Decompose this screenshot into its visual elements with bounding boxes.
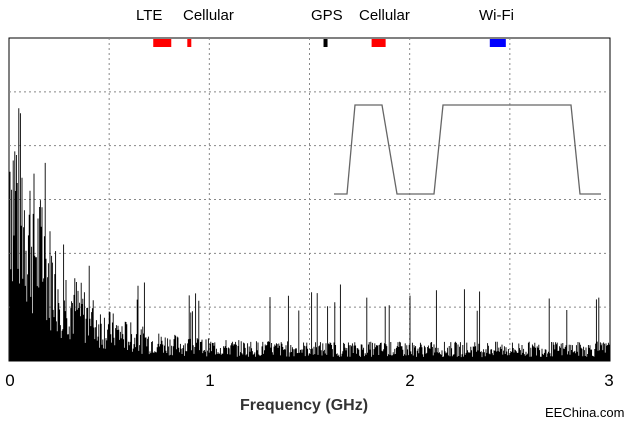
x-tick-label: 0 (5, 371, 15, 390)
band-marker (323, 39, 328, 47)
band-label-lte: LTE (136, 7, 163, 24)
band-marker (187, 39, 192, 47)
band-label-cellular-1: Cellular (183, 7, 234, 24)
band-filter-inset (334, 104, 601, 195)
filter-response-line (334, 104, 601, 195)
x-tick-label: 3 (604, 371, 614, 390)
x-tick-label: 1 (205, 371, 215, 390)
band-label-gps: GPS (311, 7, 343, 24)
band-markers (153, 39, 506, 47)
band-label-cellular-2: Cellular (359, 7, 410, 24)
noise-spectrum (9, 108, 611, 361)
band-label-wifi: Wi-Fi (479, 7, 514, 24)
band-marker (371, 39, 386, 47)
x-axis-title: Frequency (GHz) (240, 397, 369, 414)
watermark: EEChina.com (545, 405, 625, 420)
x-tick-label: 2 (405, 371, 415, 390)
grid (9, 38, 610, 361)
band-marker (489, 39, 506, 47)
band-marker (153, 39, 172, 47)
spectrum-trace (9, 108, 611, 361)
